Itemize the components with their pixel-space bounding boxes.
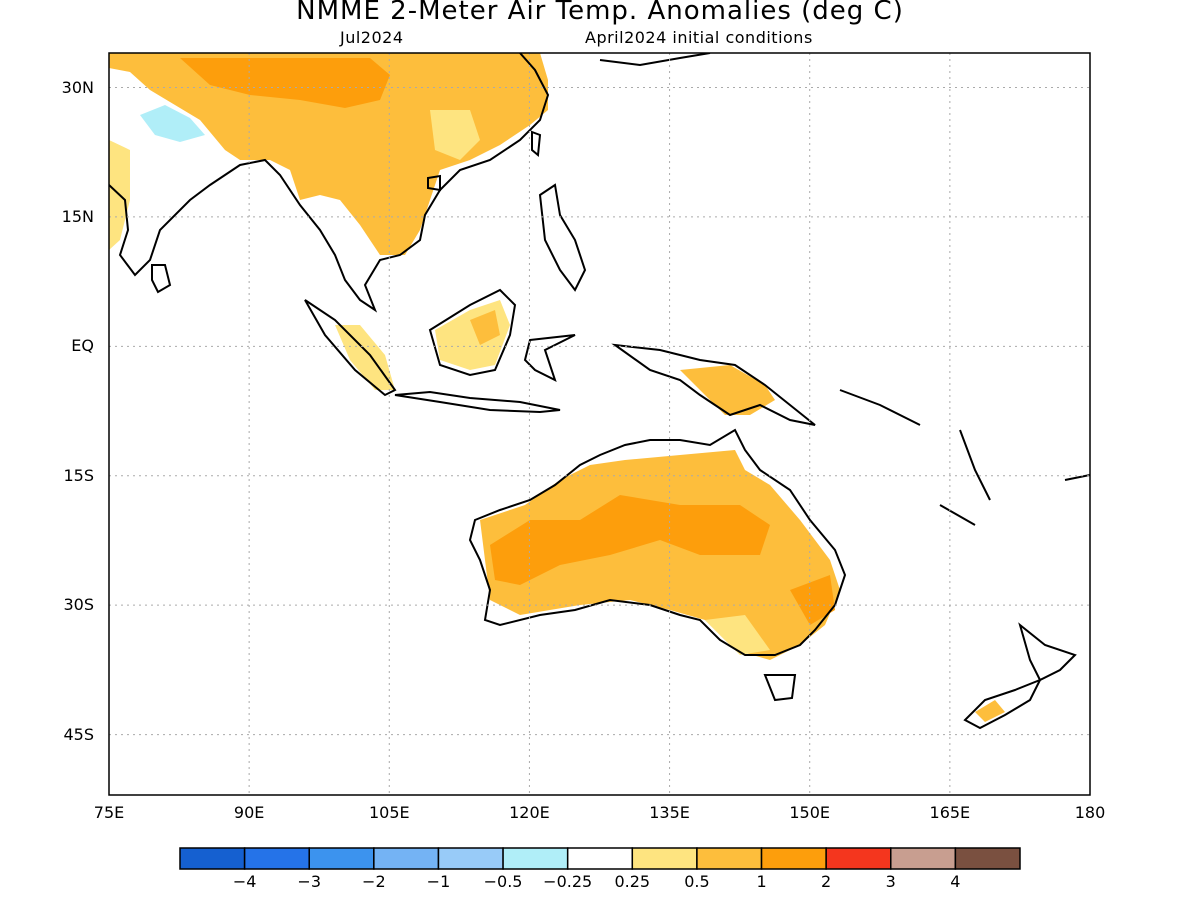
- lat-tick-label: 30N: [61, 77, 94, 97]
- lat-tick-label: 45S: [63, 724, 94, 744]
- colorbar: [179, 847, 1021, 870]
- colorbar-swatch: [179, 847, 246, 870]
- coastline-fiji: [1064, 474, 1090, 481]
- coastline-vanuatu: [959, 429, 991, 501]
- coastline-java: [394, 390, 561, 414]
- lat-tick-label: 15N: [61, 206, 94, 226]
- colorbar-swatch: [243, 847, 310, 870]
- anomaly-region-se-china: [430, 110, 480, 160]
- map-frame: [108, 52, 1091, 796]
- lon-tick-label: 75E: [93, 803, 125, 822]
- lat-tick-label: 30S: [63, 595, 94, 615]
- anomaly-region-nz: [975, 700, 1005, 722]
- colorbar-label: 2: [821, 872, 832, 891]
- coastline-taiwan: [531, 130, 542, 157]
- coastline-solomon: [839, 389, 921, 426]
- anomaly-shading: [109, 53, 1005, 722]
- colorbar-swatch: [954, 847, 1021, 870]
- gridlines: [109, 53, 1090, 795]
- colorbar-label: −2: [362, 872, 386, 891]
- anomaly-region-sumatra: [335, 325, 395, 390]
- coastline-sri-lanka: [151, 264, 172, 294]
- coastline-nz-north: [1018, 622, 1077, 682]
- colorbar-label: 0.25: [614, 872, 651, 891]
- anomaly-region-tibet: [140, 105, 205, 142]
- valid-month-label: Jul2024: [340, 28, 404, 47]
- colorbar-swatch: [502, 847, 569, 870]
- lat-tick-label: 15S: [63, 465, 94, 485]
- colorbar-swatch: [760, 847, 827, 870]
- lon-tick-label: 90E: [233, 803, 265, 822]
- anomaly-region-china-core: [180, 58, 390, 108]
- anomaly-region-australia-south: [705, 615, 770, 655]
- lon-tick-label: 135E: [649, 803, 690, 822]
- colorbar-swatch: [308, 847, 375, 870]
- colorbar-label: 4: [950, 872, 961, 891]
- colorbar-swatch: [566, 847, 634, 870]
- lon-tick-label: 150E: [789, 803, 831, 822]
- colorbar-swatch: [631, 847, 698, 870]
- anomaly-region-borneo-core: [470, 310, 500, 345]
- coastline-hainan: [427, 174, 441, 192]
- initial-conditions-label: April2024 initial conditions: [585, 28, 813, 47]
- coastline-sumatra: [304, 299, 397, 397]
- coastline-sulawesi: [523, 334, 576, 382]
- colorbar-label: 0.5: [684, 872, 710, 891]
- colorbar-swatch: [825, 847, 892, 870]
- anomaly-region-australia: [480, 450, 840, 660]
- coastline-philippines: [538, 183, 587, 292]
- lon-tick-label: 165E: [929, 803, 971, 822]
- lon-tick-label: 105E: [368, 803, 410, 822]
- colorbar-label: −0.5: [483, 872, 523, 891]
- colorbar-swatch: [437, 847, 504, 870]
- coastline-asia: [109, 53, 550, 313]
- anomaly-region-australia-se: [790, 575, 835, 625]
- lat-tick-label: EQ: [71, 336, 94, 356]
- colorbar-label: 3: [885, 872, 896, 891]
- map-title: NMME 2-Meter Air Temp. Anomalies (deg C): [296, 0, 904, 26]
- coastline-nz-south: [963, 678, 1043, 730]
- coastline-japan: [599, 53, 711, 67]
- colorbar-swatch: [373, 847, 440, 870]
- colorbar-label: −3: [297, 872, 322, 891]
- colorbar-label: −1: [426, 872, 451, 891]
- colorbar-label: −0.25: [543, 872, 593, 891]
- anomaly-region-china: [109, 53, 548, 255]
- coastline-new-caledonia: [939, 504, 976, 526]
- coastline-new-guinea: [611, 343, 816, 426]
- colorbar-label: 1: [756, 872, 767, 891]
- coastline-tasmania: [763, 674, 797, 702]
- lon-tick-label: 120E: [509, 803, 550, 822]
- colorbar-swatch: [696, 847, 763, 870]
- anomaly-region-australia-core: [490, 495, 770, 585]
- colorbar-label: −4: [232, 872, 257, 891]
- anomaly-region-new-guinea: [680, 365, 775, 415]
- lon-tick-label: 180: [1074, 803, 1106, 822]
- coastline-borneo: [428, 288, 517, 377]
- colorbar-swatch: [890, 847, 957, 870]
